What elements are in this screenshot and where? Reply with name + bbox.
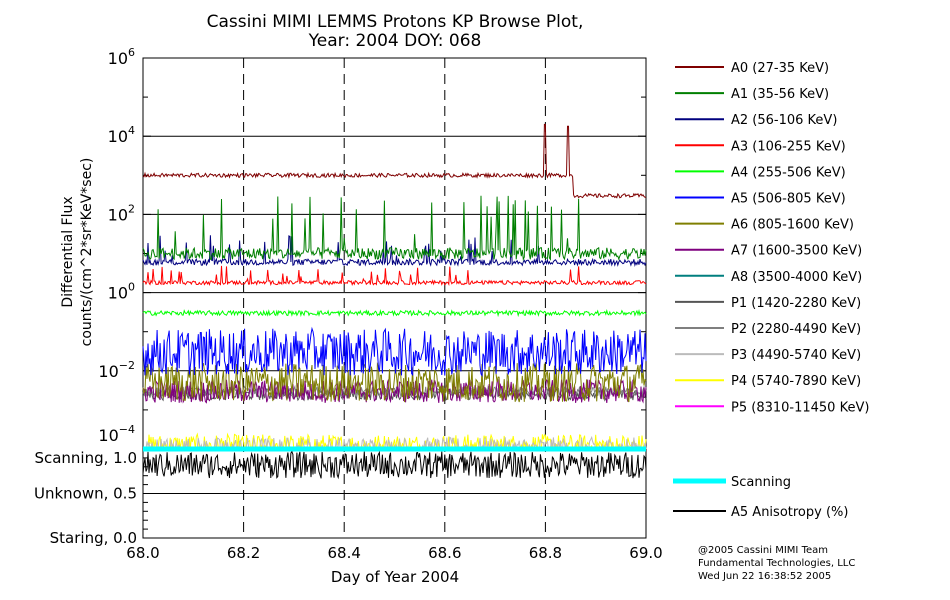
lower-tick-label: Unknown, 0.5: [34, 485, 137, 503]
series-line-4: [142, 308, 647, 318]
footer-line3: Wed Jun 22 16:38:52 2005: [698, 571, 831, 582]
lower-tick-label: Staring, 0.0: [50, 529, 137, 547]
legend-label: P1 (1420-2280 KeV): [731, 296, 861, 311]
legend-label: A3 (106-255 KeV): [731, 139, 846, 154]
y-axis-label-line1: Differential Flux: [60, 196, 76, 307]
y-tick-label: 102: [108, 202, 135, 224]
y-axis-label-line2: counts/(cm^2*sr*KeV*sec): [79, 158, 95, 347]
legend-label: A5 (506-805 KeV): [731, 192, 846, 207]
chart-title: Cassini MIMI LEMMS Protons KP Browse Plo…: [207, 12, 584, 32]
series-line-2: [142, 235, 647, 268]
legend-label: P5 (8310-11450 KeV): [731, 400, 869, 415]
legend-label: A0 (27-35 KeV): [731, 61, 829, 76]
chart-subtitle: Year: 2004 DOY: 068: [308, 31, 482, 51]
y-tick-label: 10−2: [98, 359, 135, 381]
legend-label: P4 (5740-7890 KeV): [731, 374, 861, 389]
series-line-3: [142, 265, 647, 287]
x-tick-label: 68.6: [428, 544, 461, 562]
series-line-5: [142, 326, 647, 378]
plot-frame: [142, 57, 647, 539]
series-line-0: [142, 123, 646, 199]
legend-label: A6 (805-1600 KeV): [731, 218, 854, 233]
legend-label: A1 (35-56 KeV): [731, 87, 829, 102]
legend-label: A4 (255-506 KeV): [731, 165, 846, 180]
lower-tick-label: Scanning, 1.0: [34, 449, 137, 467]
footer-line2: Fundamental Technologies, LLC: [698, 558, 855, 569]
x-tick-label: 68.0: [126, 544, 159, 562]
x-tick-label: 68.4: [327, 544, 360, 562]
y-tick-label: 106: [108, 46, 135, 68]
legend-label: A8 (3500-4000 KeV): [731, 270, 862, 285]
legend-label: Scanning: [731, 475, 791, 490]
y-tick-label: 104: [108, 124, 135, 146]
x-tick-label: 68.2: [227, 544, 260, 562]
anisotropy-line: [142, 450, 647, 480]
series-line-12: [143, 432, 647, 451]
legend-label: A5 Anisotropy (%): [731, 505, 848, 520]
y-tick-label: 10−4: [98, 423, 135, 445]
series-line-1: [142, 195, 647, 262]
legend-label: A7 (1600-3500 KeV): [731, 244, 862, 259]
legend-label: A2 (56-106 KeV): [731, 113, 837, 128]
x-axis-label: Day of Year 2004: [331, 568, 459, 586]
y-tick-label: 100: [108, 281, 135, 303]
legend-label: P2 (2280-4490 KeV): [731, 322, 861, 337]
y-axis-label: Differential Flux counts/(cm^2*sr*KeV*se…: [60, 158, 95, 347]
x-tick-label: 69.0: [629, 544, 662, 562]
legend-label: P3 (4490-5740 KeV): [731, 348, 861, 363]
footer-line1: @2005 Cassini MIMI Team: [698, 545, 828, 556]
x-tick-label: 68.8: [529, 544, 562, 562]
